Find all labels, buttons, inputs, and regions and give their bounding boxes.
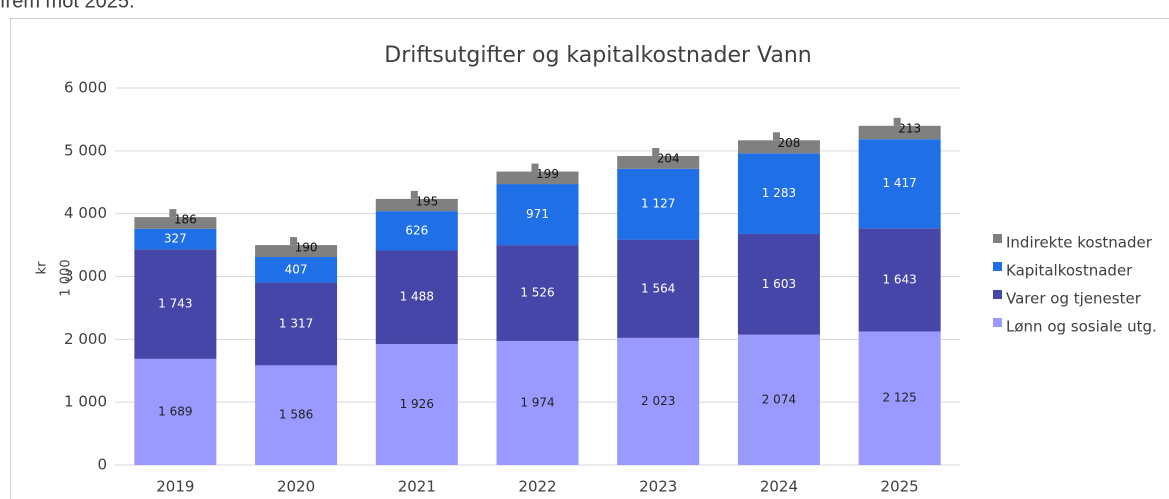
label-marker [772,132,780,141]
data-label: 1 283 [762,186,796,200]
legend-label: Varer og tjenester [1006,290,1142,308]
data-label: 407 [285,262,308,276]
data-label: 199 [536,167,559,181]
data-label: 2 074 [762,392,796,406]
data-label: 1 603 [762,277,796,291]
y-tick-label: 1 000 [64,393,107,411]
bar-segment [617,337,700,465]
bar-segment [134,249,217,359]
data-label: 204 [657,151,680,165]
label-marker [410,190,418,199]
bar-segment [737,140,820,154]
bar-segment [737,153,820,234]
bar-segment [737,334,820,465]
data-label: 1 643 [882,272,916,286]
bar-segment [858,228,941,332]
y-tick-label: 0 [97,456,107,474]
data-label: 2 125 [882,391,916,405]
label-marker [893,117,901,126]
data-label: 1 926 [400,397,434,411]
bar-segment [617,239,700,338]
bar-segment [496,171,579,185]
y-tick-label: 5 000 [64,141,107,159]
label-marker [531,163,539,172]
bar-segment [375,198,458,212]
data-label: 208 [777,136,800,150]
legend-swatch [993,290,1002,299]
legend-swatch [993,234,1002,243]
x-tick-label: 2023 [639,478,677,496]
data-label: 1 689 [158,404,192,418]
bar-segment [617,155,700,169]
bar-segment [496,340,579,465]
label-marker [169,209,177,218]
data-label: 186 [174,213,197,227]
legend-swatch [993,318,1002,327]
bar-segment [375,250,458,344]
bar-segment [134,217,217,229]
legend-label: Indirekte kostnader [1006,234,1153,252]
legend-swatch [993,262,1002,271]
bar-segment [858,331,941,465]
data-label: 213 [898,121,921,135]
x-tick-label: 2025 [881,478,919,496]
legend-label: Kapitalkostnader [1006,262,1133,280]
y-tick-label: 6 000 [64,79,107,97]
bar-segment [858,125,941,140]
data-label: 1 317 [279,316,313,330]
data-label: 190 [295,241,318,255]
y-tick-label: 2 000 [64,330,107,348]
bar-segment [858,139,941,229]
data-label: 195 [415,194,438,208]
x-tick-label: 2024 [760,478,798,496]
bar-segment [255,257,338,283]
data-label: 1 743 [158,297,192,311]
bar-segment [375,211,458,251]
legend-label: Lønn og sosiale utg. [1006,318,1157,336]
data-label: 1 488 [400,290,434,304]
data-label: 1 586 [279,408,313,422]
x-tick-label: 2022 [518,478,556,496]
caption: frem mot 2025. [0,0,135,12]
bar-segment [134,228,217,250]
data-label: 1 564 [641,281,675,295]
bar-segment [375,343,458,465]
data-label: 971 [526,207,549,221]
data-label: 1 974 [520,395,554,409]
y-tick-label: 4 000 [64,204,107,222]
y-tick-label: 3 000 [64,267,107,285]
data-label: 1 127 [641,197,675,211]
bar-segment [255,365,338,465]
chart-title: Driftsutgifter og kapitalkostnader Vann [384,43,811,68]
bar-segment [617,168,700,240]
data-label: 626 [405,223,428,237]
data-label: 327 [164,232,187,246]
x-tick-label: 2020 [277,478,315,496]
x-tick-label: 2019 [156,478,194,496]
bar-segment [496,245,579,341]
bar-segment [737,233,820,335]
y-axis-label: 1 000 [59,259,74,296]
y-axis-label: kr [35,261,50,275]
bar-segment [496,184,579,246]
bar-segment [255,245,338,258]
label-marker [290,237,298,246]
bar-segment [134,358,217,465]
data-label: 1 526 [520,286,554,300]
bar-segment [255,282,338,366]
data-label: 1 417 [882,176,916,190]
label-marker [652,147,660,156]
x-tick-label: 2021 [398,478,436,496]
data-label: 2 023 [641,394,675,408]
